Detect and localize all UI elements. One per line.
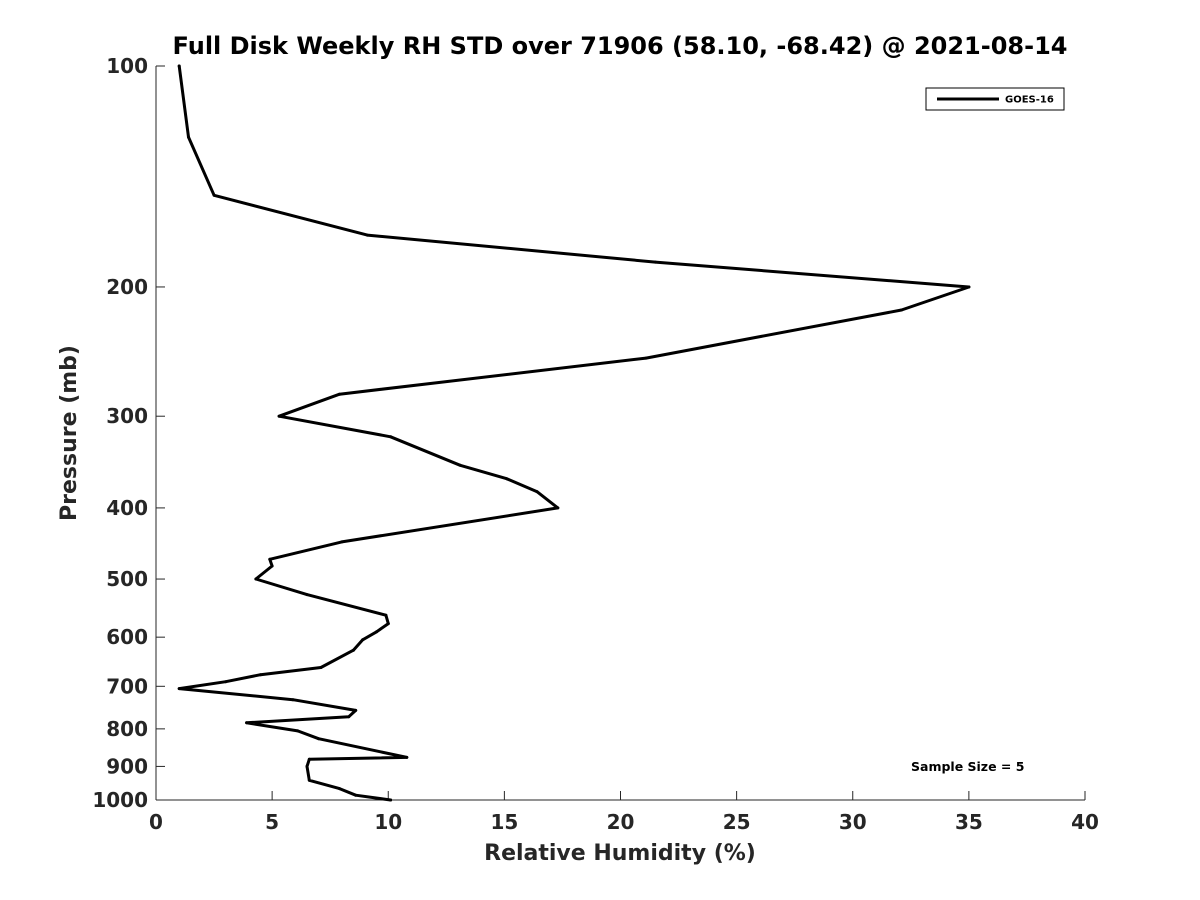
data-point	[338, 787, 341, 791]
data-point	[535, 490, 539, 494]
x-axis-label: Relative Humidity (%)	[484, 841, 756, 866]
data-point	[405, 755, 409, 759]
data-point	[270, 564, 274, 568]
data-point	[305, 593, 309, 597]
data-point	[389, 798, 393, 802]
data-point	[245, 721, 249, 725]
data-point	[389, 435, 393, 439]
x-tick-label: 0	[149, 810, 163, 834]
data-point	[458, 463, 462, 467]
y-ticks: 100 200 300 400 500 600 700 800 900 1000	[92, 54, 165, 812]
legend-label-goes-16: GOES-16	[1005, 95, 1054, 106]
data-point	[505, 477, 509, 481]
y-tick-label: 900	[106, 754, 148, 778]
data-point	[384, 613, 388, 617]
data-point	[305, 764, 309, 768]
data-point	[291, 698, 295, 702]
x-ticks: 0 5 10 15 20 25 30 35 40	[149, 791, 1099, 834]
series-points	[177, 64, 971, 802]
data-point	[900, 308, 903, 312]
y-tick-label: 200	[106, 275, 148, 299]
data-point	[351, 648, 355, 652]
x-tick-label: 10	[374, 810, 402, 834]
data-point	[177, 64, 181, 68]
data-point	[296, 729, 300, 733]
data-point	[361, 638, 365, 642]
data-point	[187, 135, 190, 139]
y-axis-label: Pressure (mb)	[57, 345, 82, 521]
x-tick-label: 15	[490, 810, 518, 834]
data-point	[347, 715, 351, 719]
data-point	[317, 737, 321, 741]
data-point	[354, 708, 358, 712]
chart-title: Full Disk Weekly RH STD over 71906 (58.1…	[173, 32, 1068, 60]
data-point	[254, 577, 258, 581]
data-point	[307, 778, 311, 782]
data-point	[354, 793, 358, 797]
data-point	[224, 680, 228, 684]
y-tick-label: 800	[106, 717, 148, 741]
data-point	[967, 285, 971, 289]
data-point	[277, 414, 281, 418]
x-tick-label: 20	[607, 810, 635, 834]
data-point	[307, 757, 311, 761]
data-point	[375, 630, 379, 634]
y-tick-label: 300	[106, 404, 148, 428]
data-point	[365, 233, 369, 237]
data-point	[386, 622, 390, 626]
x-tick-label: 25	[723, 810, 751, 834]
data-point	[644, 356, 648, 360]
data-point	[338, 392, 341, 396]
x-tick-label: 40	[1071, 810, 1099, 834]
data-point	[319, 666, 323, 669]
data-point	[259, 673, 262, 677]
y-tick-label: 100	[106, 54, 148, 78]
plot-area: 0 5 10 15 20 25 30 35 40 100 200 300 400 500 600 700 80…	[92, 54, 1099, 834]
y-tick-label: 500	[106, 567, 148, 591]
data-point	[212, 193, 216, 197]
data-point	[340, 540, 344, 544]
plot-frame	[156, 66, 1085, 800]
data-point	[556, 506, 560, 510]
series-line-goes-16	[177, 64, 971, 802]
y-tick-label: 700	[106, 674, 148, 698]
x-tick-label: 35	[955, 810, 983, 834]
sample-size-annotation: Sample Size = 5	[911, 759, 1024, 774]
y-tick-label: 600	[106, 625, 148, 649]
x-tick-label: 5	[265, 810, 279, 834]
legend: GOES-16	[925, 87, 1065, 111]
data-point	[177, 687, 181, 691]
data-point	[653, 260, 657, 264]
y-tick-label: 400	[106, 496, 148, 520]
y-tick-label: 1000	[92, 788, 148, 812]
data-point	[268, 557, 272, 561]
x-tick-label: 30	[839, 810, 867, 834]
